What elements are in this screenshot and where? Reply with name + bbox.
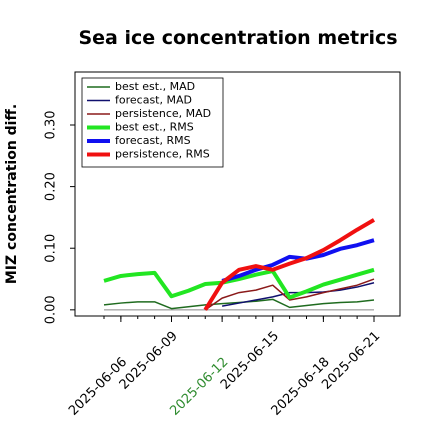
legend-label: persistence, MAD	[115, 107, 211, 120]
series-line	[221, 238, 375, 283]
legend-label: best est., MAD	[115, 80, 195, 93]
series-line	[103, 267, 375, 300]
plot-frame	[74, 71, 401, 317]
legend-label: persistence, RMS	[115, 148, 210, 161]
legend-box	[81, 77, 224, 168]
x-tick-label: 2025-06-09	[117, 329, 181, 393]
y-axis-label: MIZ concentration diff.	[4, 104, 20, 284]
chart-title: Sea ice concentration metrics	[78, 27, 397, 49]
y-tick-label: 0.10	[44, 234, 59, 263]
series-line	[103, 298, 375, 310]
x-tick-label: 2025-06-21	[319, 329, 383, 393]
x-tick-label: 2025-06-15	[218, 329, 282, 393]
y-tick-label: 0.00	[44, 295, 59, 324]
series-line	[204, 278, 375, 311]
legend-label: forecast, MAD	[115, 94, 192, 107]
series-line	[203, 218, 376, 311]
y-tick-label: 0.20	[44, 172, 59, 201]
legend-label: forecast, RMS	[115, 134, 191, 147]
y-tick-label: 0.30	[44, 111, 59, 140]
legend-label: best est., RMS	[115, 121, 194, 134]
